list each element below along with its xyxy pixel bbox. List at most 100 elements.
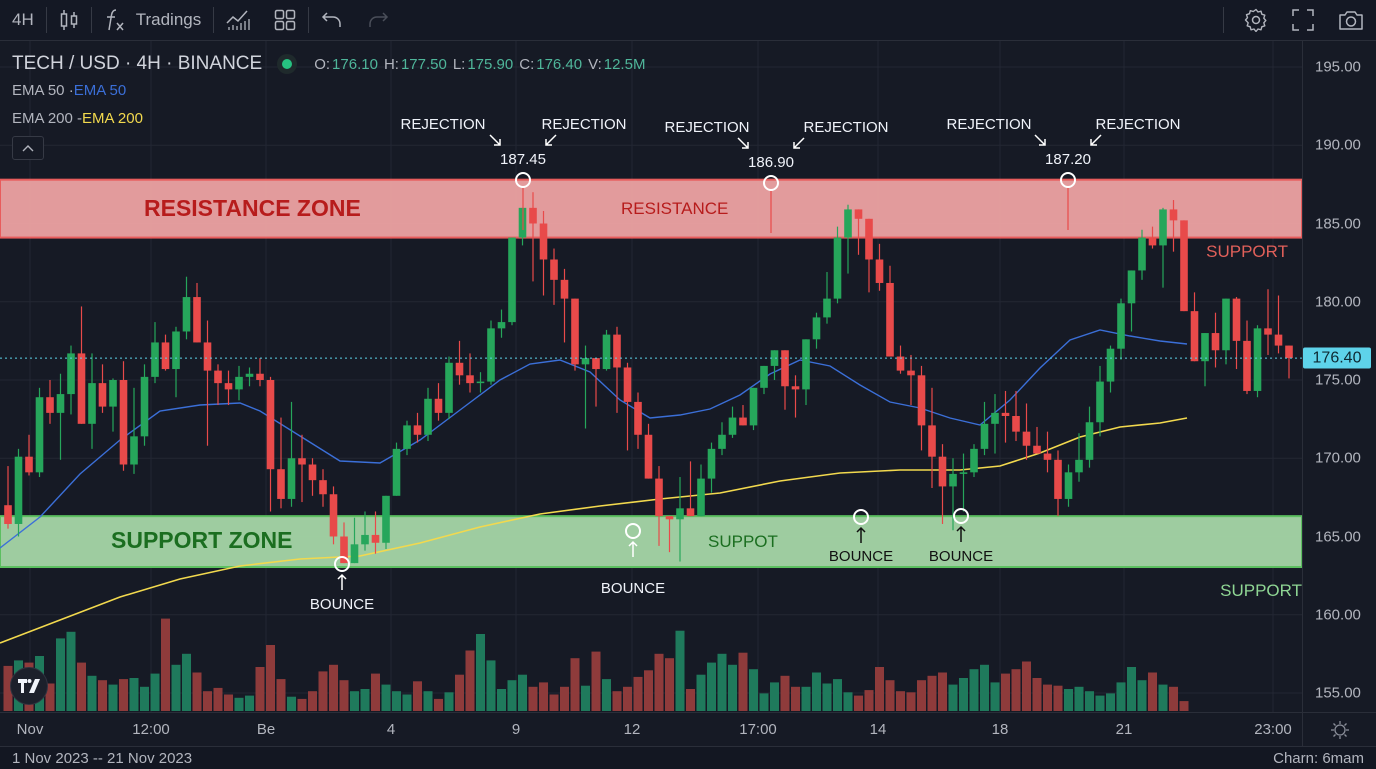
arrow-down-right-icon <box>1034 134 1046 146</box>
sun-settings-icon <box>1331 721 1349 739</box>
price-tick: 155.00 <box>1315 684 1361 702</box>
interval-button[interactable]: 4H <box>0 0 46 40</box>
layout-grid-icon <box>275 9 296 31</box>
bounce-marker <box>625 523 641 539</box>
candlesticks <box>4 192 1293 564</box>
indicator-ema50[interactable]: EMA 50 · EMA 50 <box>12 76 651 104</box>
price-axis[interactable]: 195.00 190.00 185.00 180.00 175.00 170.00 165.… <box>1302 41 1376 712</box>
toolbar-divider <box>308 7 310 33</box>
ohlc-c: C: 176.40 <box>519 55 583 73</box>
bounce-label: BOUNCE <box>828 548 894 565</box>
time-tick: 18 <box>991 721 1009 738</box>
interval-label: 4H <box>12 10 34 29</box>
bounce-label: BOUNCE <box>309 596 375 613</box>
collapse-legend-button[interactable] <box>12 136 44 160</box>
support-zone-label: SUPPORT ZONE <box>111 527 293 554</box>
chart-pane[interactable] <box>0 41 1302 712</box>
ohlc-values: O: 176.10 H: 177.50 L: 175.90 C: 176.40 V: 12.5M <box>314 56 651 73</box>
symbol-title[interactable]: TECH / USD · 4H · BINANCE <box>12 53 263 74</box>
price-tick: 170.00 <box>1315 449 1361 467</box>
time-tick: 14 <box>869 721 887 738</box>
ohlc-v: V: 12.5M <box>588 55 646 73</box>
chart-legend: TECH / USD · 4H · BINANCE O: 176.10 H: 177.… <box>12 52 651 160</box>
price-tick: 160.00 <box>1315 606 1361 624</box>
settings-button[interactable] <box>1232 0 1280 40</box>
support-right-label: SUPPORT <box>1206 241 1288 261</box>
undo-button[interactable] <box>309 0 355 40</box>
rejection-marker <box>515 172 531 188</box>
time-tick: 9 <box>511 721 521 738</box>
toolbar-divider <box>213 7 215 33</box>
arrow-down-right-icon <box>737 137 749 149</box>
bounce-label: BOUNCE <box>600 580 666 597</box>
rejection-price-label: 187.45 <box>500 151 546 168</box>
arrow-down-right-icon <box>489 134 501 146</box>
support-inner-label: SUPPOT <box>708 532 778 552</box>
time-tick: Nov <box>16 721 44 738</box>
redo-button[interactable] <box>355 0 401 40</box>
ohlc-o: O: 176.10 <box>314 55 378 73</box>
support-zone[interactable] <box>0 515 1302 569</box>
time-tick: 23:00 <box>1254 721 1292 738</box>
time-tick: 17:00 <box>739 721 777 738</box>
chart-type-icon <box>226 10 250 30</box>
arrow-up-icon <box>628 540 638 557</box>
arrow-up-icon <box>956 525 966 542</box>
current-price-badge: 176.40 <box>1303 347 1371 369</box>
rejection-label: REJECTION <box>803 119 889 136</box>
price-tick: 165.00 <box>1315 528 1361 545</box>
undo-icon <box>322 12 341 27</box>
layout-button[interactable] <box>262 0 308 40</box>
chart-type-button[interactable] <box>214 0 262 40</box>
resistance-inner-label: RESISTANCE <box>621 198 729 218</box>
arrow-up-icon <box>856 526 866 543</box>
fullscreen-button[interactable] <box>1280 0 1326 40</box>
toolbar-divider <box>45 7 47 33</box>
toolbar-divider <box>90 7 92 33</box>
tradingview-logo[interactable] <box>10 667 48 705</box>
settings-gear-icon <box>1244 8 1267 32</box>
price-tick: 185.00 <box>1315 215 1361 232</box>
rejection-label: REJECTION <box>664 119 750 136</box>
price-tick: 195.00 <box>1315 58 1361 76</box>
chart-info: Charn: 6mam <box>1273 750 1364 767</box>
price-tick: 175.00 <box>1315 371 1361 389</box>
ohlc-h: H: 177.50 <box>383 55 447 73</box>
price-tick: 190.00 <box>1315 136 1361 154</box>
ohlc-l: L: 175.90 <box>452 55 514 73</box>
time-axis[interactable]: Nov 12:00 Be 4 9 12 17:00 14 18 21 23:00 <box>0 712 1302 747</box>
rejection-label: REJECTION <box>1095 116 1181 133</box>
chart-style-button[interactable] <box>47 0 91 40</box>
indicator-ema200[interactable]: EMA 200 - EMA 200 <box>12 104 651 132</box>
status-bar: 1 Nov 2023 -- 21 Nov 2023 Charn: 6mam <box>0 746 1376 769</box>
chevron-up-icon <box>22 145 34 152</box>
resistance-zone[interactable] <box>0 178 1302 239</box>
camera-snapshot-icon <box>1339 11 1363 30</box>
price-tick: 180.00 <box>1315 293 1361 311</box>
resistance-zone-label: RESISTANCE ZONE <box>144 194 361 221</box>
fullscreen-icon <box>1292 9 1314 31</box>
time-tick: Be <box>256 721 276 738</box>
arrow-down-left-icon <box>1090 134 1102 146</box>
arrow-up-icon <box>337 573 347 590</box>
axis-settings-button[interactable] <box>1302 712 1376 747</box>
snapshot-button[interactable] <box>1326 0 1376 40</box>
indicator-value: EMA 50 <box>73 81 127 99</box>
redo-icon <box>369 12 389 27</box>
rejection-label: REJECTION <box>400 116 486 133</box>
indicators-button[interactable]: Tradings <box>92 0 214 40</box>
toolbar-divider <box>1223 7 1224 33</box>
bounce-marker <box>853 509 869 525</box>
bounce-label: BOUNCE <box>928 548 994 565</box>
bounce-marker <box>334 556 350 572</box>
time-tick: 4 <box>386 721 396 738</box>
arrow-down-left-icon <box>793 137 805 149</box>
bounce-marker <box>953 508 969 524</box>
date-range[interactable]: 1 Nov 2023 -- 21 Nov 2023 <box>12 750 193 767</box>
rejection-marker <box>1060 172 1076 188</box>
indicator-name: EMA 200 - <box>12 109 83 127</box>
price-chart[interactable] <box>0 41 1302 712</box>
market-status-dot <box>282 59 293 69</box>
time-tick: 12 <box>623 721 641 738</box>
time-tick: 21 <box>1115 721 1133 738</box>
